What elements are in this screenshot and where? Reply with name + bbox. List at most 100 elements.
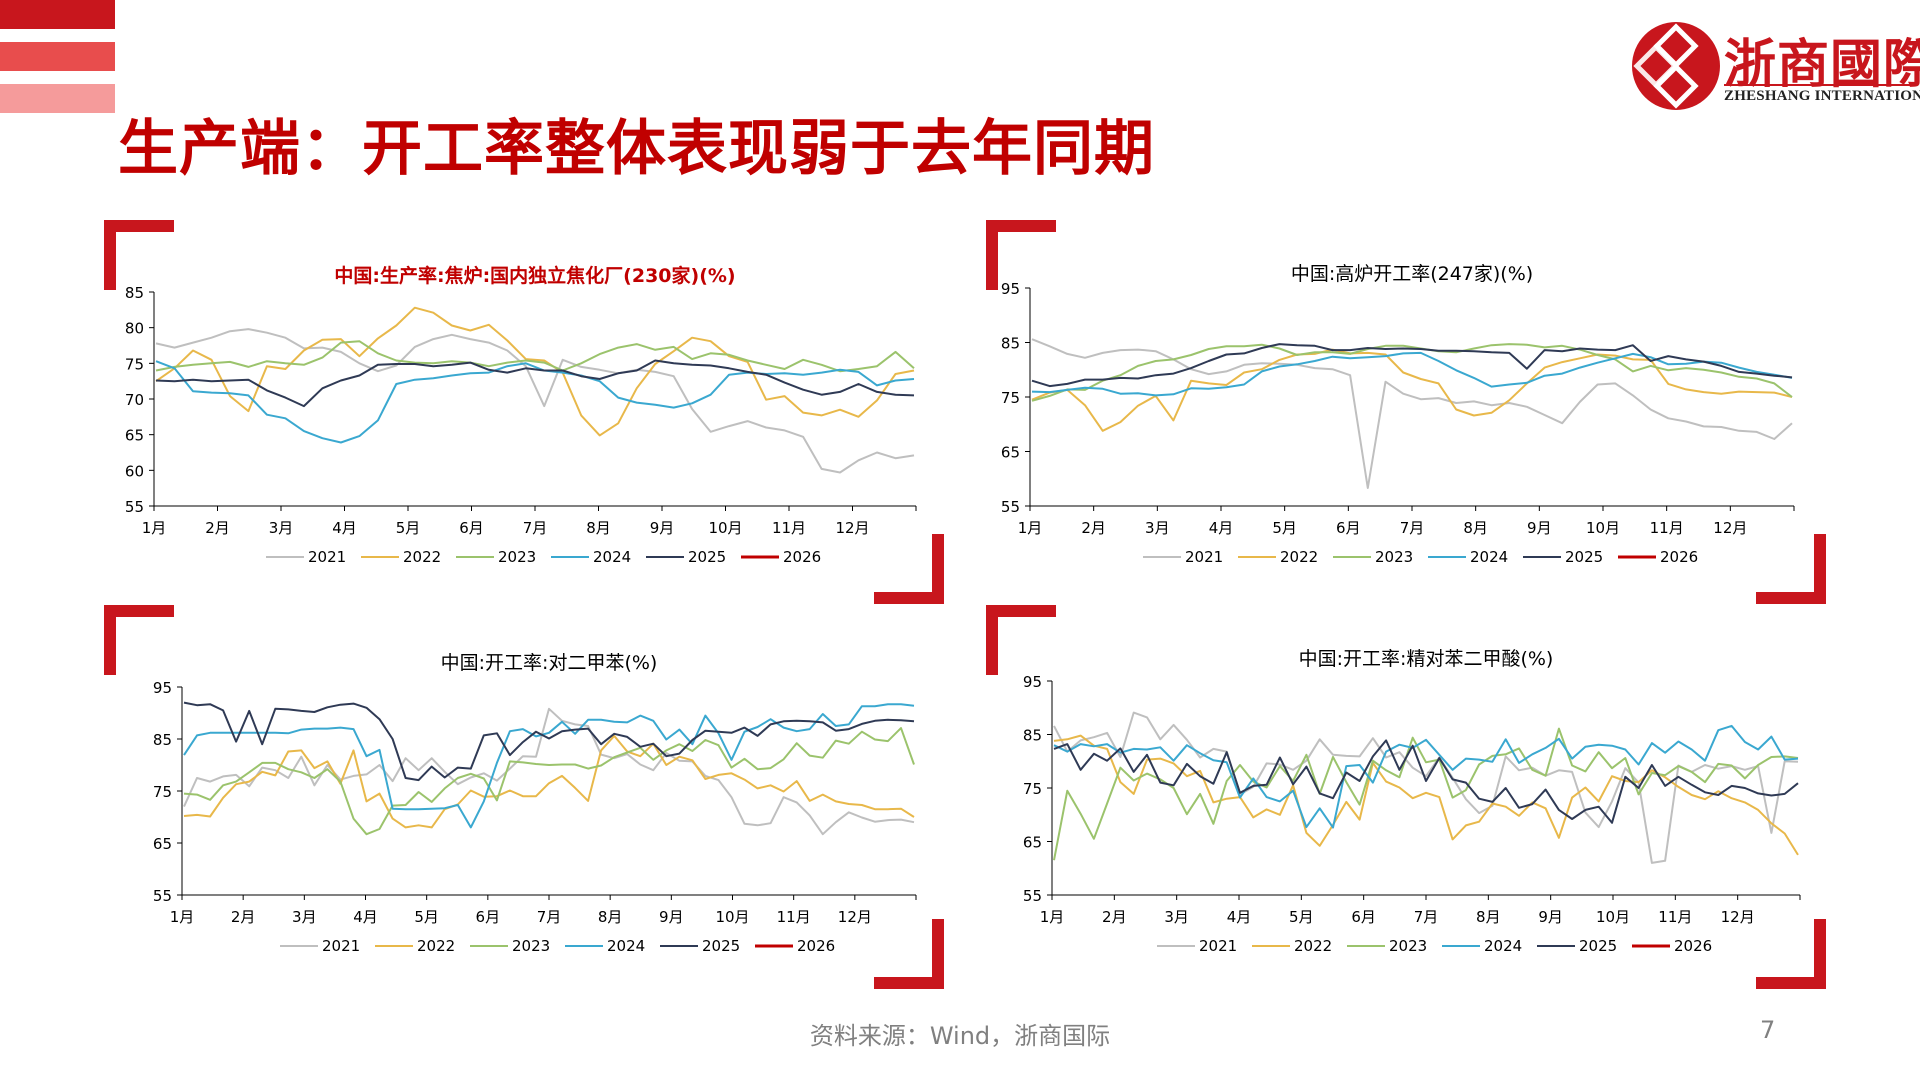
y-tick-label: 55 xyxy=(1023,887,1042,905)
series-line-2024 xyxy=(183,703,915,829)
series-line-2023 xyxy=(1031,343,1793,402)
series-line-2023 xyxy=(183,727,915,836)
series-line-2021 xyxy=(155,328,915,474)
legend-label-2026: 2026 xyxy=(1660,548,1698,566)
y-tick-label: 95 xyxy=(153,679,172,697)
x-tick-label: 5月 xyxy=(1272,519,1297,537)
x-tick-label: 2月 xyxy=(231,908,256,926)
page-number: 7 xyxy=(1760,1016,1776,1044)
chart-title: 中国:生产率:焦炉:国内独立焦化厂(230家)(%) xyxy=(334,264,735,287)
y-tick-label: 65 xyxy=(125,427,144,445)
corner-bracket-bottom-right xyxy=(874,534,944,604)
series-line-2025 xyxy=(183,701,915,782)
legend-label-2021: 2021 xyxy=(322,937,360,955)
zheshang-logo: 浙商國際 ZHESHANG INTERNATIONAL xyxy=(1628,18,1920,114)
x-tick-label: 8月 xyxy=(598,908,623,926)
y-tick-label: 95 xyxy=(1001,280,1020,298)
x-tick-label: 4月 xyxy=(332,519,357,537)
x-tick-label: 3月 xyxy=(269,519,294,537)
legend-label-2023: 2023 xyxy=(512,937,550,955)
legend-label-2025: 2025 xyxy=(688,548,726,566)
corner-bracket-top-left xyxy=(104,220,174,290)
zheshang-logo-icon xyxy=(1632,22,1720,110)
line-chart-pta: 中国:开工率:精对苯二甲酸(%) 95 85 75 65 55 1月 2月 3月 4月 5月 6月 7月… xyxy=(1023,648,1801,955)
series-line-2025 xyxy=(155,359,915,408)
y-tick-label: 65 xyxy=(1001,444,1020,462)
x-tick-label: 6月 xyxy=(1336,519,1361,537)
corner-bracket-top-left xyxy=(104,605,174,675)
legend-label-2024: 2024 xyxy=(1484,937,1522,955)
x-tick-label: 11月 xyxy=(772,519,806,537)
x-tick-label: 5月 xyxy=(414,908,439,926)
series-line-2023 xyxy=(155,340,915,373)
y-tick-label: 75 xyxy=(153,783,172,801)
legend-label-2021: 2021 xyxy=(1199,937,1237,955)
chart-title: 中国:高炉开工率(247家)(%) xyxy=(1291,263,1533,285)
series-line-2024 xyxy=(1053,724,1799,829)
x-tick-label: 2月 xyxy=(1081,519,1106,537)
x-tick-label: 5月 xyxy=(1289,908,1314,926)
x-tick-label: 3月 xyxy=(1145,519,1170,537)
x-tick-label: 8月 xyxy=(1476,908,1501,926)
series-line-2021 xyxy=(1053,711,1799,864)
x-tick-label: 1月 xyxy=(1018,519,1043,537)
x-tick-label: 10月 xyxy=(708,519,742,537)
x-tick-label: 7月 xyxy=(537,908,562,926)
x-tick-label: 2月 xyxy=(205,519,230,537)
x-tick-label: 10月 xyxy=(1586,519,1620,537)
x-tick-label: 10月 xyxy=(1596,908,1630,926)
legend-label-2022: 2022 xyxy=(1294,937,1332,955)
corner-bracket-bottom-right xyxy=(1756,534,1826,604)
legend-label-2021: 2021 xyxy=(308,548,346,566)
legend-label-2026: 2026 xyxy=(783,548,821,566)
chart-title: 中国:开工率:精对苯二甲酸(%) xyxy=(1299,648,1554,670)
legend-label-2021: 2021 xyxy=(1185,548,1223,566)
series-line-2023 xyxy=(1053,727,1799,861)
y-tick-label: 55 xyxy=(153,887,172,905)
y-tick-label: 65 xyxy=(1023,834,1042,852)
series-line-2025 xyxy=(1031,343,1793,388)
x-tick-label: 11月 xyxy=(777,908,811,926)
x-tick-label: 4月 xyxy=(1227,908,1252,926)
legend-label-2025: 2025 xyxy=(1565,548,1603,566)
series-line-2021 xyxy=(1031,338,1793,489)
legend-label-2022: 2022 xyxy=(403,548,441,566)
line-chart-coke: 中国:生产率:焦炉:国内独立焦化厂(230家)(%) 85 80 75 70 65 60 55… xyxy=(125,264,917,566)
series-line-2022 xyxy=(1053,734,1799,856)
corner-bracket-top-left xyxy=(986,605,1056,675)
x-tick-label: 9月 xyxy=(659,908,684,926)
corner-bracket-top-left xyxy=(986,220,1056,290)
y-tick-label: 80 xyxy=(125,320,144,338)
x-tick-label: 2月 xyxy=(1102,908,1127,926)
legend-label-2022: 2022 xyxy=(1280,548,1318,566)
x-tick-label: 11月 xyxy=(1658,908,1692,926)
series-line-2024 xyxy=(155,360,915,444)
page-title: 生产端：开工率整体表现弱于去年同期 xyxy=(118,114,1155,184)
x-tick-label: 12月 xyxy=(1713,519,1747,537)
x-tick-label: 6月 xyxy=(1351,908,1376,926)
x-tick-label: 7月 xyxy=(523,519,548,537)
legend-label-2023: 2023 xyxy=(1375,548,1413,566)
logo-subtitle: ZHESHANG INTERNATIONAL xyxy=(1724,88,1920,104)
x-tick-label: 3月 xyxy=(1164,908,1189,926)
x-tick-label: 9月 xyxy=(1538,908,1563,926)
y-tick-label: 70 xyxy=(125,391,144,409)
x-tick-label: 7月 xyxy=(1414,908,1439,926)
series-line-2022 xyxy=(1031,348,1793,432)
line-chart-px: 中国:开工率:对二甲苯(%) 95 85 75 65 55 1月 2月 3月 4月 5月 6月 7月 8月… xyxy=(153,652,917,955)
series-line-2021 xyxy=(183,707,915,836)
x-tick-label: 10月 xyxy=(715,908,749,926)
legend-label-2026: 2026 xyxy=(1674,937,1712,955)
y-tick-label: 75 xyxy=(1001,389,1020,407)
y-tick-label: 55 xyxy=(125,498,144,516)
legend-label-2023: 2023 xyxy=(498,548,536,566)
x-tick-label: 4月 xyxy=(353,908,378,926)
x-tick-label: 8月 xyxy=(586,519,611,537)
x-tick-label: 1月 xyxy=(142,519,167,537)
chart-title: 中国:开工率:对二甲苯(%) xyxy=(441,652,658,674)
x-tick-label: 6月 xyxy=(459,519,484,537)
chart-panel-pta: 中国:开工率:精对苯二甲酸(%) 95 85 75 65 55 1月 2月 3月 4月 5月 6月 7月… xyxy=(986,605,1826,989)
x-tick-label: 11月 xyxy=(1650,519,1684,537)
y-tick-label: 85 xyxy=(153,731,172,749)
y-tick-label: 95 xyxy=(1023,673,1042,691)
